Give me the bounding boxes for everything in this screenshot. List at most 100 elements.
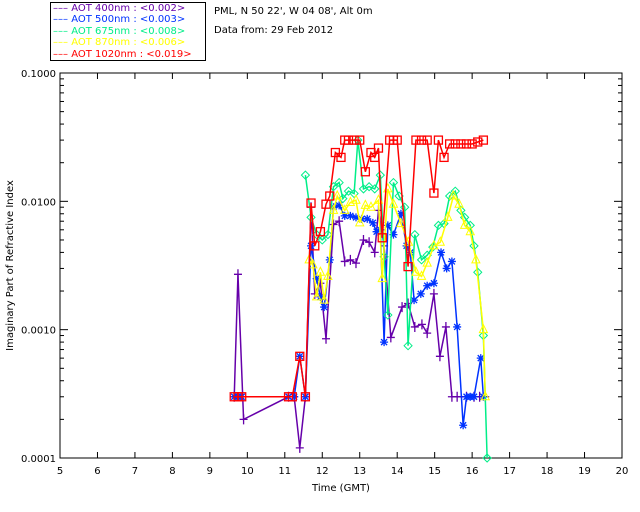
legend: ––– AOT 400nm : <0.002> ––– AOT 500nm : … <box>50 2 206 61</box>
data-point <box>442 264 451 273</box>
legend-entry-870: ––– AOT 870nm : <0.006> <box>53 37 186 49</box>
data-point <box>360 167 371 177</box>
data-point <box>322 333 331 344</box>
data-point <box>349 135 359 145</box>
x-tick-label: 6 <box>94 466 100 477</box>
data-point <box>300 170 311 180</box>
legend-entry-500: ––– AOT 500nm : <0.003> <box>53 14 186 26</box>
data-point <box>437 248 446 257</box>
data-point <box>417 319 426 330</box>
data-point <box>377 272 388 283</box>
legend-label: AOT 870nm : <0.006> <box>71 37 186 49</box>
data-point <box>410 296 419 305</box>
data-point <box>403 340 413 351</box>
series-line <box>234 204 485 426</box>
data-point <box>429 279 438 288</box>
data-point <box>325 191 335 201</box>
data-point <box>295 351 305 361</box>
x-tick-label: 8 <box>169 466 175 477</box>
data-point <box>364 182 374 192</box>
data-point <box>450 139 460 149</box>
data-point <box>287 392 297 402</box>
data-point <box>465 225 476 236</box>
legend-entry-1020: ––– AOT 1020nm : <0.019> <box>53 48 192 60</box>
data-point <box>473 137 483 147</box>
data-point <box>416 135 427 145</box>
site-location: PML, N 50 22', W 04 08', Alt 0m <box>214 6 373 17</box>
data-point <box>346 211 355 220</box>
series-line <box>233 207 486 448</box>
y-tick-label: 0.1000 <box>21 69 56 80</box>
data-point <box>380 338 389 347</box>
data-point <box>351 258 360 269</box>
data-point <box>478 323 489 334</box>
data-point <box>373 143 384 153</box>
x-axis-label: Time (GMT) <box>311 483 370 494</box>
data-point <box>478 135 489 145</box>
data-point <box>441 321 450 332</box>
data-point <box>459 421 468 430</box>
data-point <box>423 281 432 290</box>
data-point <box>439 152 449 163</box>
data-point <box>410 321 419 332</box>
data-point <box>470 392 479 401</box>
data-point <box>471 253 481 264</box>
data-point <box>359 234 368 245</box>
data-point <box>453 322 462 331</box>
series-1 <box>230 201 488 430</box>
data-point <box>447 257 456 266</box>
x-tick-label: 16 <box>466 466 479 477</box>
data-point <box>422 257 432 267</box>
data-point <box>312 274 321 283</box>
data-point <box>372 227 381 236</box>
data-point <box>389 230 398 239</box>
series-line <box>308 188 486 397</box>
data-point <box>315 266 326 276</box>
data-point <box>339 204 350 214</box>
data-point <box>398 302 407 313</box>
data-point <box>370 184 380 194</box>
data-point <box>340 211 349 220</box>
data-point <box>306 198 316 208</box>
data-point <box>328 204 339 214</box>
x-tick-label: 12 <box>316 466 329 477</box>
data-point <box>445 139 455 149</box>
data-point <box>411 266 421 276</box>
data-point <box>334 177 344 188</box>
data-point <box>416 289 425 298</box>
x-tick-label: 19 <box>578 466 591 477</box>
data-point <box>411 135 421 145</box>
series-line <box>234 139 484 398</box>
data-point <box>461 139 472 149</box>
data-point <box>453 391 462 402</box>
data-point <box>315 227 326 237</box>
data-point <box>343 135 354 145</box>
legend-label: AOT 500nm : <0.003> <box>71 14 186 26</box>
data-point <box>442 211 453 221</box>
data-point <box>335 216 344 227</box>
x-tick-label: 14 <box>391 466 404 477</box>
data-point <box>370 152 380 163</box>
data-point <box>316 292 325 301</box>
data-point <box>336 152 346 163</box>
data-point <box>340 256 349 267</box>
data-point <box>403 261 413 272</box>
data-point <box>329 219 338 230</box>
data-point <box>233 269 242 280</box>
legend-entry-400: ––– AOT 400nm : <0.002> <box>53 3 186 14</box>
data-point <box>365 237 374 248</box>
x-tick-label: 18 <box>541 466 554 477</box>
data-point <box>317 235 327 245</box>
data-point <box>290 392 299 401</box>
data-point <box>370 247 379 258</box>
data-point <box>459 219 470 229</box>
x-tick-label: 7 <box>132 466 138 477</box>
data-point <box>343 186 354 196</box>
data-point <box>308 258 318 269</box>
data-point <box>319 293 329 304</box>
data-point <box>392 135 402 145</box>
legend-label: AOT 1020nm : <0.019> <box>71 48 192 60</box>
data-point <box>329 203 338 212</box>
data-point <box>410 229 420 240</box>
